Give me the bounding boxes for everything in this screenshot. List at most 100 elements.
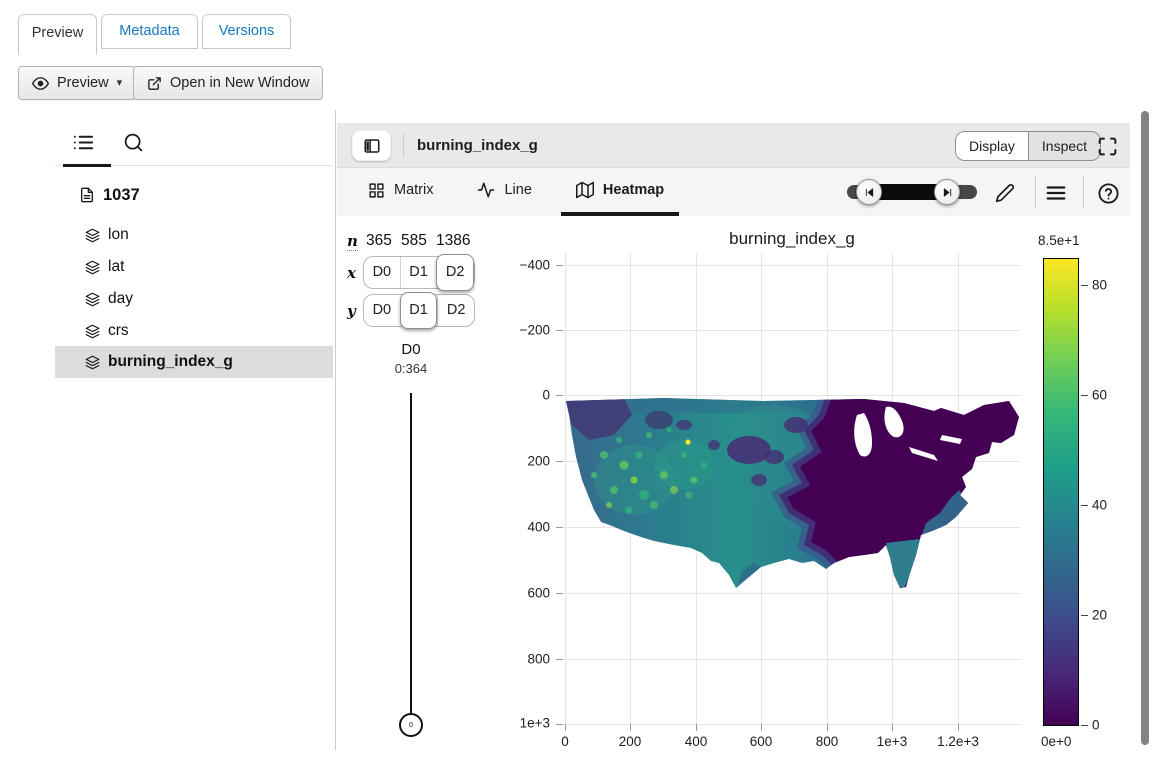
layers-icon [85, 292, 100, 307]
display-mode-button[interactable]: Display [956, 132, 1029, 160]
tree-item-crs[interactable]: crs [55, 316, 333, 346]
vis-selector: Matrix Line Heatmap [353, 168, 680, 216]
tree-view-button[interactable] [63, 126, 103, 158]
tab-versions[interactable]: Versions [202, 14, 291, 49]
tree-item-burning-index-g[interactable]: burning_index_g [55, 346, 333, 378]
y-dim-group: D0 D1 D2 [363, 292, 475, 329]
pencil-icon [995, 183, 1015, 203]
gridline [564, 395, 1020, 396]
x-tick-label: 200 [618, 734, 642, 749]
breadcrumb-separator [403, 133, 404, 158]
colorbar-max-label: 8.5e+1 [1038, 233, 1080, 248]
caret-down-icon: ▾ [116, 76, 123, 89]
fullscreen-button[interactable] [1093, 132, 1121, 160]
x-dim-d2[interactable]: D2 [436, 254, 475, 291]
edit-domain-button[interactable] [992, 180, 1018, 206]
x-tick-label: 400 [684, 734, 708, 749]
tree-root[interactable]: 1037 [55, 180, 333, 210]
x-dim-d1[interactable]: D1 [399, 257, 437, 288]
colorbar-tick-label: 40 [1092, 497, 1108, 513]
dim-size-0: 365 [366, 232, 392, 249]
y-tick [556, 461, 563, 462]
tree-item-day[interactable]: day [55, 284, 333, 314]
vis-tab-line[interactable]: Line [462, 168, 546, 216]
preview-dropdown-label: Preview [57, 75, 109, 91]
slice-extent-label: 0:364 [394, 361, 428, 376]
x-tick [892, 724, 893, 731]
breadcrumb: burning_index_g [417, 137, 538, 154]
tree-item-label: day [108, 290, 133, 307]
colorbar-tick [1081, 505, 1088, 506]
plot-title: burning_index_g [729, 229, 855, 248]
toolbar-separator [1035, 176, 1036, 208]
x-tick-label: 800 [815, 734, 839, 749]
sidebar-toggle-button[interactable] [352, 130, 391, 161]
color-domain-slider[interactable] [847, 179, 977, 205]
colorbar-tick [1081, 615, 1088, 616]
y-tick [556, 593, 563, 594]
colorbar-min-label: 0e+0 [1041, 734, 1072, 749]
heatmap-us-map[interactable] [564, 395, 1020, 590]
map-icon [575, 181, 594, 199]
vis-tab-heatmap[interactable]: Heatmap [560, 168, 680, 216]
breadcrumb-bar: burning_index_g Display Inspect [337, 123, 1130, 168]
search-button[interactable] [113, 126, 153, 158]
eye-icon [32, 75, 49, 92]
slice-slider-track[interactable] [410, 393, 412, 713]
layers-icon [85, 228, 100, 243]
toolbar-separator [1083, 176, 1084, 208]
y-tick [556, 395, 563, 396]
gridline [564, 330, 1020, 331]
y-dim-d0[interactable]: D0 [372, 302, 392, 318]
y-tick-label: 600 [527, 585, 550, 601]
x-tick [630, 724, 631, 731]
tree-item-label: lon [108, 226, 129, 243]
x-mapper-label: x [347, 264, 356, 282]
tree-item-label: crs [108, 322, 129, 339]
mode-toggle-group: Display Inspect [955, 131, 1102, 161]
vis-tab-label: Line [504, 182, 532, 198]
y-tick-label: −400 [519, 257, 550, 273]
slice-value: 0 [409, 721, 413, 729]
slice-slider-handle[interactable]: 0 [399, 713, 423, 737]
tree-item-lon[interactable]: lon [55, 220, 333, 250]
colorbar-tick-label: 60 [1092, 387, 1108, 403]
vis-tab-label: Heatmap [602, 182, 665, 198]
gridline [564, 659, 1020, 660]
y-tick-label: 800 [527, 651, 550, 667]
help-button[interactable] [1095, 180, 1121, 206]
y-tick [556, 724, 563, 725]
tree-item-label: burning_index_g [108, 353, 233, 370]
inspect-mode-button[interactable]: Inspect [1041, 138, 1088, 154]
visualization-toolbar: Matrix Line Heatmap [337, 168, 1130, 216]
y-dim-d1[interactable]: D1 [399, 292, 438, 329]
y-tick-label: 1e+3 [519, 715, 550, 731]
more-options-button[interactable] [1043, 180, 1069, 206]
tab-metadata[interactable]: Metadata [101, 14, 198, 49]
gridline [564, 593, 1020, 594]
open-new-window-button[interactable]: Open in New Window [133, 66, 324, 100]
colorbar-tick-label: 20 [1092, 607, 1108, 623]
list-icon [72, 131, 95, 154]
domain-max-thumb[interactable] [934, 179, 960, 205]
x-tick [958, 724, 959, 731]
explorer-tab-bar [55, 118, 333, 167]
x-tick [565, 724, 566, 731]
vertical-scrollbar[interactable] [1141, 111, 1149, 745]
dim-size-1: 585 [401, 232, 427, 249]
x-dim-d0[interactable]: D0 [372, 264, 392, 280]
x-tick-label: 0 [561, 734, 569, 749]
preview-dropdown-button[interactable]: Preview ▾ [18, 66, 137, 100]
layers-icon [85, 355, 100, 370]
x-tick [761, 724, 762, 731]
y-dim-d2[interactable]: D2 [437, 295, 474, 326]
explorer-sidebar: 1037 lon lat day crs [55, 118, 333, 750]
gridline [564, 724, 1020, 725]
domain-min-thumb[interactable] [856, 179, 882, 205]
vis-tab-matrix[interactable]: Matrix [353, 168, 448, 216]
domain-slider-track[interactable] [863, 184, 949, 200]
menu-icon [1045, 182, 1067, 204]
tree-item-lat[interactable]: lat [55, 252, 333, 282]
tab-preview[interactable]: Preview [18, 14, 97, 55]
colorbar-tick [1081, 725, 1088, 726]
